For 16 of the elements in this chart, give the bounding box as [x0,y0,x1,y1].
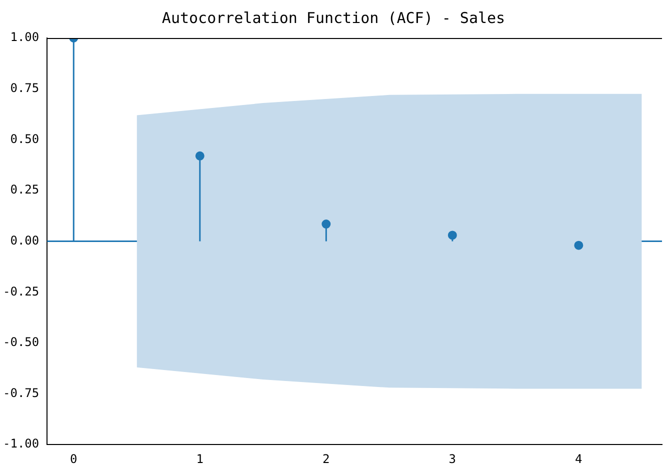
x-tick-label: 3 [448,452,456,466]
y-tick-label: 0.00 [10,233,40,248]
y-tick-label: 0.75 [10,80,40,95]
y-tick-label: -0.25 [3,284,40,298]
y-tick-label: 0.25 [10,182,40,197]
y-tick-label: -1.00 [3,436,40,451]
y-tick-label: 0.50 [10,132,40,146]
x-tick-label: 2 [322,452,330,466]
x-tick-label: 4 [575,452,582,466]
y-tick-label: -0.50 [3,335,40,350]
chart-title: Autocorrelation Function (ACF) - Sales [162,8,506,27]
y-tick-label: 1.00 [10,30,40,44]
x-tick-label: 0 [70,452,78,466]
y-tick-label: -0.75 [3,386,40,400]
point [574,240,584,250]
x-tick-label: 1 [196,452,204,466]
